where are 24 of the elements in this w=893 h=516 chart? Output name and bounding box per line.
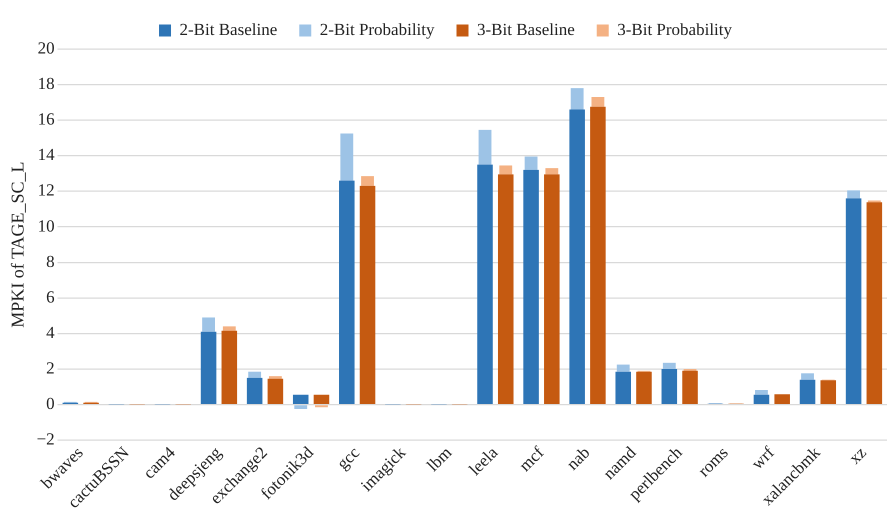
y-tick-label: 4 [46,322,56,342]
x-tick-label: nab [562,442,594,474]
x-tick-label: gcc [333,442,364,474]
y-tick-label: 6 [46,287,55,306]
legend-label: 2-Bit Probability [320,20,435,39]
y-axis-title: MPKI of TAGE_SC_L [8,161,28,328]
y-tick-label: −2 [36,430,55,449]
y-tick-label: 18 [38,74,55,94]
y-tick-label: 10 [38,216,55,236]
legend-label: 3-Bit Probability [617,20,732,39]
y-tick-label: 8 [46,252,55,271]
y-tick-label: 12 [38,180,55,200]
y-tick-label: 0 [46,394,55,414]
y-tick-label: 14 [38,145,56,164]
x-tick-label: mcf [515,442,548,476]
legend-label: 2-Bit Baseline [180,20,278,39]
y-tick-label: 20 [38,38,55,58]
y-tick-label: 16 [38,110,55,129]
legend-label: 3-Bit Baseline [477,20,575,39]
x-tick-label: leela [465,442,502,480]
x-tick-label: lbm [423,442,456,476]
x-tick-label: roms [694,442,732,480]
x-tick-label: xz [845,442,870,468]
y-tick-label: 2 [46,358,55,378]
